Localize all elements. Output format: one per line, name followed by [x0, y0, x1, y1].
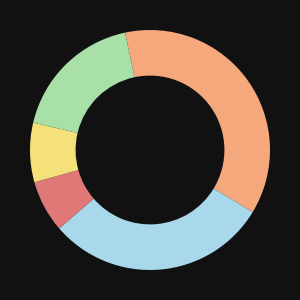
Wedge shape [30, 123, 78, 182]
Wedge shape [33, 33, 134, 133]
Wedge shape [59, 188, 253, 270]
Wedge shape [34, 170, 94, 228]
Wedge shape [125, 30, 270, 212]
